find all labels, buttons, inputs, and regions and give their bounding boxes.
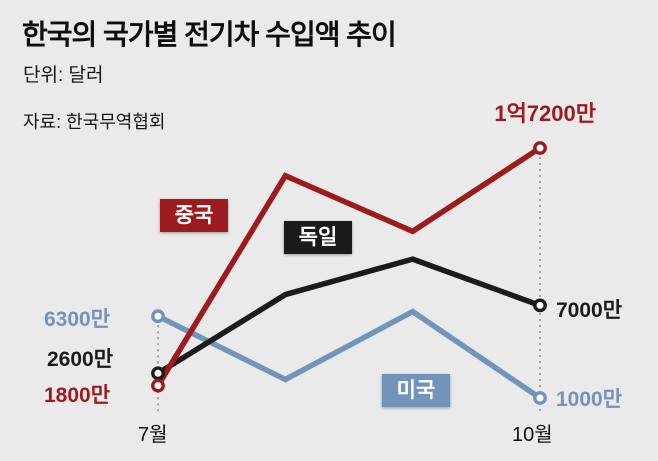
value-label-china-end: 1억7200만	[494, 101, 596, 126]
value-label-china-start: 1800만	[44, 384, 111, 407]
series-tag-germany: 독일	[284, 221, 352, 254]
value-label-germany-end: 7000만	[556, 299, 623, 322]
series-tag-china: 중국	[160, 199, 228, 232]
series-tag-usa: 미국	[382, 374, 450, 407]
value-label-germany-start: 2600만	[47, 348, 114, 371]
value-label-usa-start: 6300만	[44, 308, 111, 331]
source-label: 자료: 한국무역협회	[23, 112, 166, 132]
value-label-usa-end: 1000만	[556, 388, 623, 411]
unit-label: 단위: 달러	[23, 65, 104, 86]
page-title: 한국의 국가별 전기차 수입액 추이	[22, 19, 397, 50]
x-tick-july: 7월	[138, 424, 168, 446]
x-tick-october: 10월	[512, 424, 553, 446]
